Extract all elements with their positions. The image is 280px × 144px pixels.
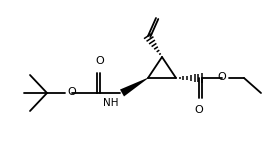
Text: NH: NH (104, 98, 119, 108)
Text: O: O (95, 56, 104, 66)
Polygon shape (120, 78, 148, 96)
Text: O: O (195, 105, 204, 115)
Text: O: O (218, 72, 226, 82)
Text: O: O (68, 87, 76, 97)
